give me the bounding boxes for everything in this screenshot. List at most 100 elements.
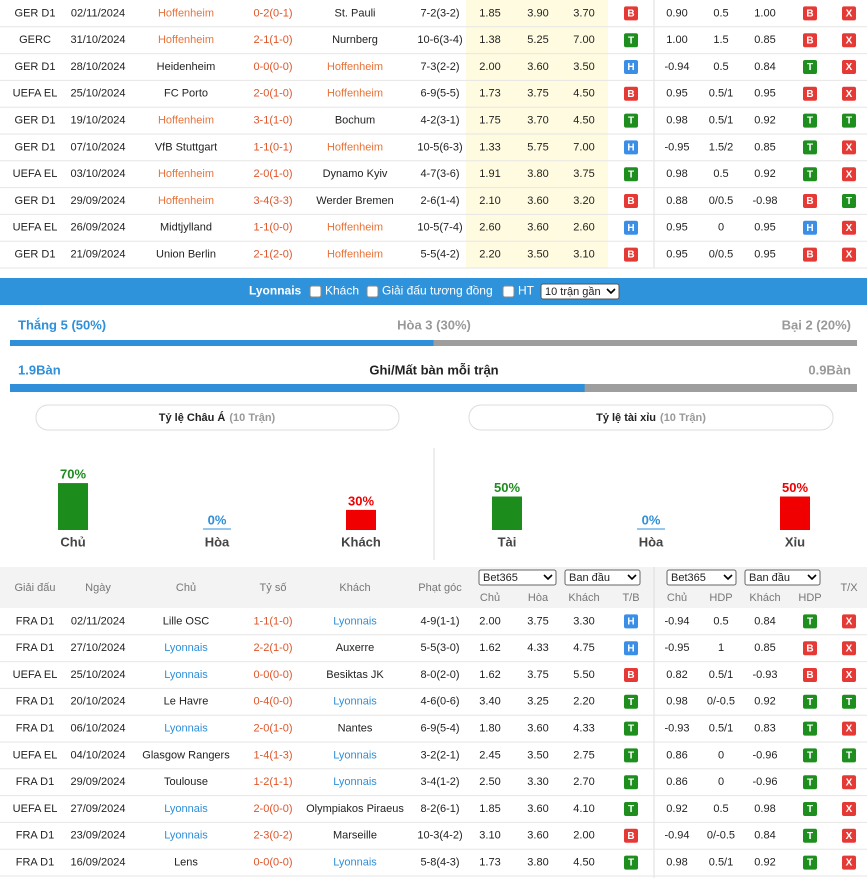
- result-badge: [803, 60, 817, 74]
- cell: 3.10: [479, 830, 500, 842]
- goals-conceded: 0.9Bàn: [808, 362, 851, 377]
- cell: 0.88: [666, 195, 687, 207]
- checkbox[interactable]: [366, 285, 379, 298]
- panel-pill: [468, 404, 834, 431]
- select-arrow: [606, 288, 616, 295]
- cell: 4.33: [527, 642, 548, 654]
- badge-text: X: [846, 143, 853, 154]
- results-bar: [433, 340, 688, 346]
- bar-label: Chủ: [60, 534, 85, 549]
- select[interactable]: [540, 283, 620, 300]
- cell: 2.20: [479, 249, 500, 261]
- result-badge: [842, 614, 856, 629]
- result-badge: [803, 220, 817, 235]
- cell: 4-7(3-6): [420, 168, 459, 180]
- cell: 1.33: [479, 141, 500, 153]
- column-header: Khách: [339, 582, 370, 594]
- cell: 0.86: [666, 776, 687, 788]
- cell: GERC: [19, 34, 51, 46]
- cell: 28/10/2024: [70, 61, 125, 73]
- team-name: Lyonnais: [164, 830, 208, 842]
- cell: UEFA EL: [13, 803, 58, 815]
- odds-select[interactable]: [744, 569, 821, 586]
- result-badge: [803, 668, 817, 682]
- cell: UEFA EL: [13, 168, 58, 180]
- cell: 0.95: [666, 222, 687, 234]
- team-name: Lyonnais: [164, 723, 208, 735]
- column-header: Phạt góc: [418, 582, 462, 594]
- team-name: Lyonnais: [333, 696, 377, 708]
- badge-text: X: [846, 777, 853, 788]
- team-name: Hoffenheim: [158, 34, 214, 46]
- cell: 0.95: [754, 88, 775, 100]
- result-badge: [803, 86, 817, 101]
- cell: 1: [718, 642, 724, 654]
- team-name: Lyonnais: [333, 615, 377, 627]
- sub-header: Khách: [568, 592, 599, 604]
- cell: 3.60: [527, 830, 548, 842]
- result-badge: [624, 641, 638, 656]
- result-badge: [803, 194, 817, 208]
- cell: 0.5: [713, 168, 728, 180]
- cell: 2.45: [479, 749, 500, 761]
- cell: 3.90: [527, 7, 548, 19]
- badge-text: X: [846, 169, 853, 180]
- cell: 2.00: [479, 61, 500, 73]
- panel-title: Tỷ lệ tài xỉu (10 Trận): [596, 412, 706, 424]
- cell: 3.25: [527, 696, 548, 708]
- cell: 1.62: [479, 642, 500, 654]
- checkbox[interactable]: [309, 285, 322, 298]
- cell: 1.73: [479, 88, 500, 100]
- cell: 0.90: [666, 7, 687, 19]
- badge-text: B: [806, 250, 813, 261]
- cell: 0.98: [666, 857, 687, 869]
- cell: 0/0.5: [709, 195, 733, 207]
- result-badge: [803, 828, 817, 843]
- cell: 04/10/2024: [70, 749, 125, 761]
- cell: 2-1(2-0): [253, 249, 292, 261]
- cell: 0-0(0-0): [253, 669, 292, 681]
- cell: 6-9(5-5): [420, 88, 459, 100]
- odds-select[interactable]: [564, 569, 641, 586]
- title: Tỷ lệ Châu Á: [159, 411, 226, 424]
- team-name: Nantes: [338, 723, 373, 735]
- cell: 7-2(3-2): [420, 7, 459, 19]
- cell: 27/10/2024: [70, 642, 125, 654]
- result-badge: [803, 694, 817, 709]
- select-arrow: [723, 574, 733, 581]
- badge-text: T: [807, 831, 813, 842]
- cell: 4.10: [573, 803, 594, 815]
- result-badge: [803, 167, 817, 182]
- filter-bar: [0, 278, 867, 305]
- team-name: Midtjylland: [160, 222, 212, 234]
- checkbox[interactable]: [502, 285, 515, 298]
- cell: 0.98: [666, 168, 687, 180]
- odds-select[interactable]: [666, 569, 737, 586]
- badge-text: X: [846, 35, 853, 46]
- badge-text: T: [807, 697, 813, 708]
- cell: 0.92: [754, 696, 775, 708]
- result-badge: [842, 775, 856, 790]
- cell: 3.30: [527, 776, 548, 788]
- select-arrow: [543, 574, 553, 581]
- cell: 3.60: [527, 61, 548, 73]
- bar-label: Xỉu: [785, 534, 805, 549]
- result-badge: [624, 113, 638, 128]
- badge-text: B: [627, 196, 634, 207]
- note: (10 Trận): [660, 412, 706, 424]
- badge-text: T: [846, 697, 852, 708]
- cell: 0.95: [666, 88, 687, 100]
- badge-text: B: [806, 670, 813, 681]
- badge-text: X: [846, 643, 853, 654]
- team-name: Auxerre: [336, 642, 375, 654]
- cell: 1-2(1-1): [253, 776, 292, 788]
- odds-select[interactable]: [478, 569, 557, 586]
- sub-header: Chủ: [480, 592, 500, 604]
- cell: 3.80: [527, 168, 548, 180]
- cell: 0.92: [754, 168, 775, 180]
- cell: UEFA EL: [13, 669, 58, 681]
- sub-header: HDP: [709, 592, 732, 604]
- result-badge: [803, 247, 817, 262]
- cell: GER D1: [15, 195, 56, 207]
- cell: -0.93: [752, 669, 777, 681]
